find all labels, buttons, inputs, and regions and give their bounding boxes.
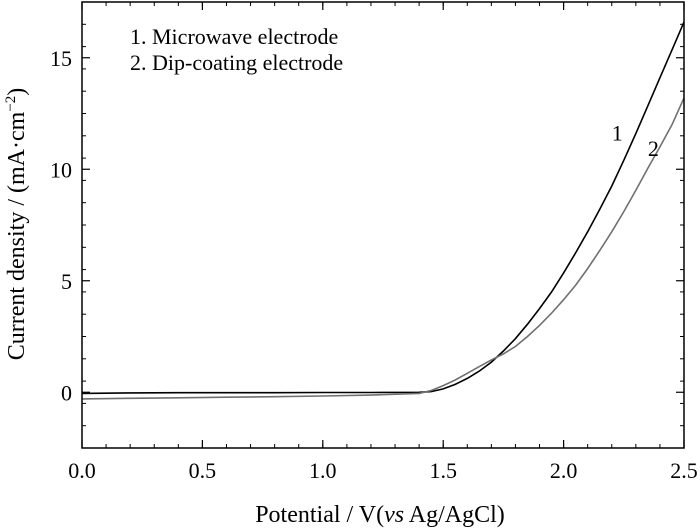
x-axis-label-prefix: Potential / V( [255, 502, 384, 528]
series-1-line [81, 21, 685, 395]
curves: 12 [81, 21, 685, 400]
ticks: 0.0 0.5 1.0 1.5 2.0 2.5 0 5 10 15 [50, 1, 698, 483]
x-axis-label-suffix: Ag/AgCl) [404, 502, 505, 528]
legend: 1. Microwave electrode 2. Dip-coating el… [130, 24, 343, 75]
y-axis-label-sup: −2 [3, 96, 19, 112]
series-2-line [81, 97, 685, 400]
y-tick-label: 5 [61, 269, 72, 294]
x-tick-label: 0.5 [189, 458, 217, 483]
x-tick-label: 1.0 [309, 458, 337, 483]
y-tick-label: 10 [50, 157, 72, 182]
x-tick-label: 1.5 [429, 458, 457, 483]
x-tick-label: 2.5 [670, 458, 698, 483]
x-tick-label: 2.0 [550, 458, 578, 483]
y-tick-label: 15 [50, 46, 72, 71]
y-axis-label-main: Current density / (mA·cm [4, 111, 30, 360]
legend-entry-2: 2. Dip-coating electrode [130, 50, 343, 75]
y-axis-label: Current density / (mA·cm−2) [3, 88, 30, 361]
y-axis-label-close: ) [4, 88, 30, 96]
x-axis-label-italic: vs [384, 502, 404, 528]
curve-label-2: 2 [648, 136, 659, 161]
x-axis-label: Potential / V(vs Ag/AgCl) [255, 502, 505, 528]
legend-entry-1: 1. Microwave electrode [130, 24, 338, 49]
x-tick-label: 0.0 [68, 458, 96, 483]
y-tick-label: 0 [61, 380, 72, 405]
curve-label-1: 1 [612, 120, 623, 145]
